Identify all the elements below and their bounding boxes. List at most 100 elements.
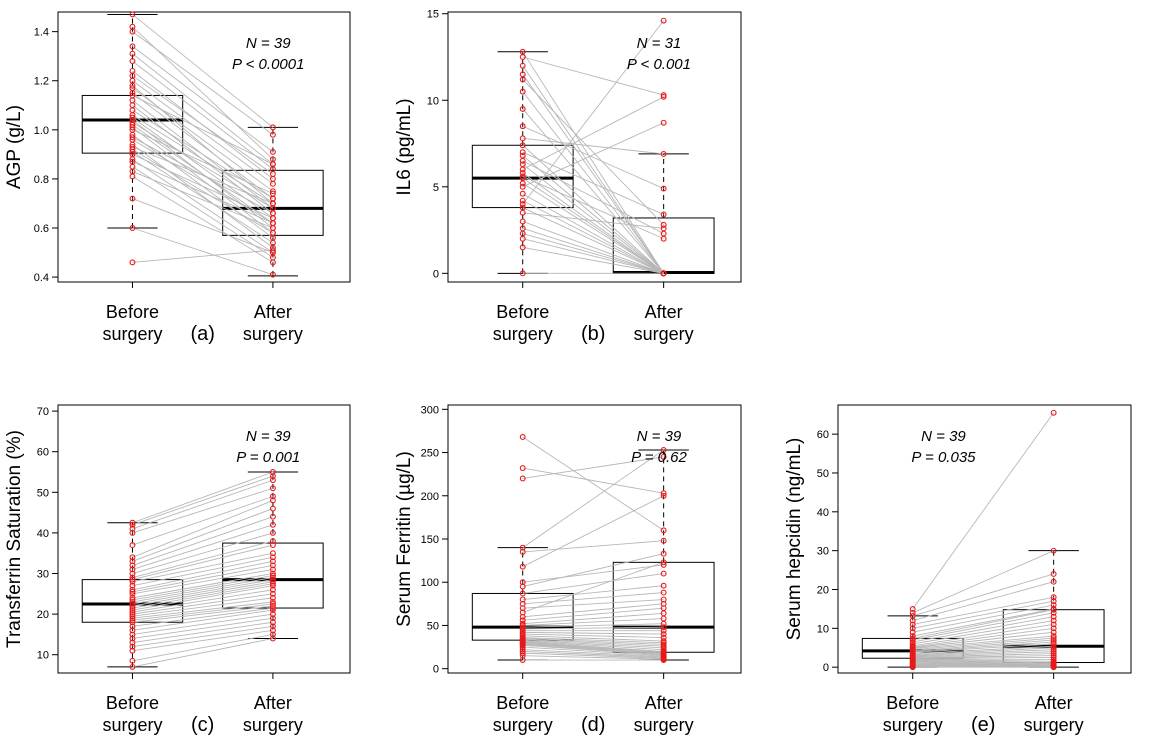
pair-line: [522, 599, 664, 609]
point-after: [269, 180, 276, 187]
point-after: [269, 497, 276, 504]
pair-line: [522, 650, 664, 658]
point-after: [269, 124, 276, 131]
point-before: [129, 562, 136, 569]
pair-line: [522, 643, 664, 654]
pair-line: [132, 617, 273, 639]
pair-line: [132, 475, 274, 526]
pair-line: [132, 544, 274, 581]
pair-line: [522, 640, 664, 651]
pair-line: [132, 532, 274, 574]
pair-line: [912, 641, 1054, 653]
x-tick-label-after: After: [254, 693, 292, 713]
point-after: [660, 447, 667, 453]
point-after: [269, 529, 276, 536]
y-tick-label: 100: [421, 577, 439, 589]
pair-line: [522, 612, 664, 625]
pair-line: [912, 660, 1054, 664]
point-after: [269, 469, 276, 475]
point-before: [909, 621, 916, 628]
plot-frame: [57, 404, 351, 674]
point-after: [660, 627, 667, 634]
point-before: [129, 657, 136, 664]
pair-line: [132, 109, 274, 199]
point-after: [269, 598, 276, 605]
point-before: [519, 123, 526, 130]
point-before: [129, 134, 136, 141]
point-before: [129, 574, 136, 581]
pair-line: [522, 144, 664, 274]
point-after: [1050, 648, 1057, 655]
pair-line: [522, 641, 664, 652]
plot-frame: [837, 404, 1132, 674]
pair-line: [132, 633, 273, 662]
y-tick-label: 0.6: [34, 223, 49, 235]
data-points: [519, 17, 667, 277]
point-after: [269, 247, 276, 254]
point-after: [269, 619, 276, 626]
pair-line: [132, 593, 273, 615]
pair-line: [522, 456, 664, 479]
pair-line: [522, 638, 664, 647]
y-tick-label: 200: [421, 491, 439, 503]
annotation-n: N = 39: [921, 428, 966, 445]
point-after: [269, 607, 276, 614]
y-tick-label: 5: [433, 182, 439, 194]
pair-line: [522, 238, 664, 274]
point-after: [269, 505, 276, 512]
point-before: [129, 521, 136, 528]
point-after: [1050, 625, 1057, 632]
pair-line: [522, 495, 664, 568]
point-after: [269, 521, 276, 528]
point-before: [129, 619, 136, 626]
pair-line: [132, 46, 274, 153]
point-before: [519, 244, 526, 251]
point-before: [909, 629, 916, 636]
x-tick-label-after: After: [645, 302, 683, 322]
pair-line: [132, 516, 274, 566]
y-tick-label: 300: [421, 404, 439, 416]
point-after: [269, 566, 276, 573]
y-tick-label: 30: [817, 546, 829, 558]
point-before: [519, 583, 526, 590]
point-after: [660, 631, 667, 638]
point-before: [909, 609, 916, 616]
point-after: [269, 580, 276, 587]
point-after: [269, 627, 276, 634]
pair-line: [912, 620, 1054, 645]
point-after: [660, 270, 667, 277]
y-tick-label: 60: [37, 447, 49, 459]
point-before: [129, 148, 136, 155]
pair-line: [912, 662, 1054, 666]
point-before: [129, 124, 136, 131]
pair-line: [132, 479, 274, 530]
pair-line: [522, 212, 664, 229]
point-after: [660, 624, 667, 631]
pair-line: [522, 246, 664, 274]
pair-line: [522, 564, 664, 583]
y-tick-label: 0: [433, 664, 439, 676]
pair-line: [132, 127, 274, 234]
y-tick-label: 0: [433, 268, 439, 280]
pair-line: [132, 92, 274, 199]
point-before: [909, 625, 916, 632]
pair-line: [132, 161, 274, 224]
point-before: [129, 576, 136, 583]
y-tick-label: 150: [421, 534, 439, 546]
point-before: [519, 149, 526, 156]
y-tick-label: 15: [427, 9, 439, 21]
point-after: [269, 582, 276, 589]
pair-line: [522, 227, 664, 274]
point-after: [269, 249, 276, 256]
pair-line: [912, 651, 1054, 657]
plot-frame: [447, 11, 742, 283]
point-before: [519, 54, 526, 60]
point-after: [1050, 613, 1057, 620]
point-after: [269, 576, 276, 583]
data-points: [519, 434, 667, 663]
point-after: [660, 225, 667, 232]
pair-line: [522, 644, 664, 656]
pair-line: [522, 635, 664, 642]
y-tick-label: 0.4: [34, 272, 49, 284]
pair-line: [912, 664, 1054, 667]
